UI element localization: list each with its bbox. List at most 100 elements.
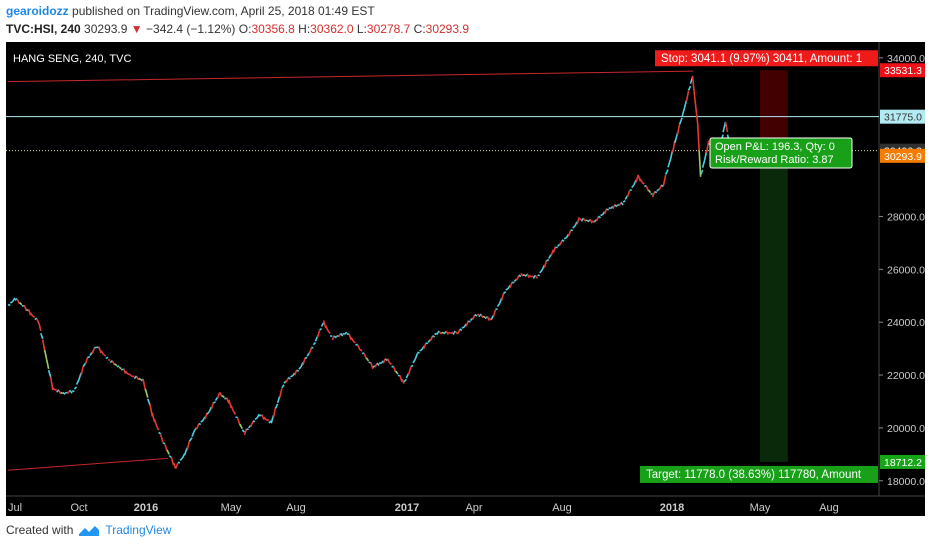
x-tick-label: May xyxy=(221,502,242,514)
price-label-box xyxy=(880,109,925,124)
price-segment xyxy=(84,356,89,364)
high-label: H: xyxy=(298,22,311,36)
price-segment xyxy=(641,182,645,185)
price-segment xyxy=(213,401,216,404)
open-label: O: xyxy=(238,22,252,36)
price-segment xyxy=(32,315,36,318)
price-segment xyxy=(52,387,56,391)
price-segment xyxy=(133,375,138,380)
price-segment xyxy=(459,328,463,332)
price-segment xyxy=(696,122,700,152)
price-segment xyxy=(230,405,235,412)
price-segment xyxy=(285,377,289,383)
price-label: 18712.2 xyxy=(884,457,922,469)
price-segment xyxy=(534,275,539,279)
price-segment xyxy=(539,269,543,274)
down-arrow-icon: ▼ xyxy=(130,22,143,36)
price-segment xyxy=(69,389,73,394)
price-segment xyxy=(49,376,54,391)
low-label: L: xyxy=(356,22,367,36)
price-segment xyxy=(436,330,440,335)
price-segment xyxy=(546,258,550,262)
publish-info: published on TradingView.com, April 25, … xyxy=(72,4,375,18)
price-segment xyxy=(186,440,191,451)
ohlc-bar: TVC:HSI, 240 30293.9 ▼ −342.4 (−1.12%) O… xyxy=(6,21,469,37)
price-segment xyxy=(159,434,164,443)
price-segment xyxy=(116,365,120,368)
price-segment xyxy=(308,347,313,355)
price-segment xyxy=(350,337,355,342)
x-tick-label: 2018 xyxy=(660,502,684,514)
price-segment xyxy=(331,335,336,341)
price-segment xyxy=(474,313,478,317)
price-segment xyxy=(164,444,168,452)
price-segment xyxy=(135,376,140,381)
tradingview-logo-icon xyxy=(79,524,100,536)
price-segment xyxy=(496,303,501,307)
price-segment xyxy=(124,370,129,375)
price-segment xyxy=(188,437,193,442)
price-segment xyxy=(432,334,436,338)
price-segment xyxy=(678,117,683,125)
price-segment xyxy=(144,388,149,398)
price-segment xyxy=(612,204,616,210)
close-value: 30293.9 xyxy=(425,22,470,36)
price-segment xyxy=(254,417,258,421)
price-segment xyxy=(225,397,230,404)
price-segment xyxy=(528,274,532,278)
price-segment xyxy=(365,357,370,362)
price-segment xyxy=(610,205,614,209)
price-segment xyxy=(574,221,578,227)
price-segment xyxy=(478,313,482,318)
price-segment xyxy=(595,216,600,222)
y-tick-label: 24000.0 xyxy=(887,317,925,329)
price-segment xyxy=(103,353,107,357)
price-segment xyxy=(456,329,461,335)
y-tick-label: 26000.0 xyxy=(887,264,925,276)
price-segment xyxy=(691,75,696,101)
tradingview-link[interactable]: TradingView xyxy=(105,523,172,537)
price-segment xyxy=(58,389,62,395)
author-link[interactable]: gearoidozz xyxy=(6,4,69,18)
price-segment xyxy=(465,320,470,327)
price-segment xyxy=(138,377,142,381)
price-segment xyxy=(239,423,243,430)
price-chart[interactable]: HANG SENG, 240, TVC 34000.0 28000.0 26000.0… xyxy=(6,42,925,516)
price-segment xyxy=(699,169,704,176)
price-segment xyxy=(206,411,210,415)
price-segment xyxy=(296,369,300,372)
price-segment xyxy=(268,420,272,424)
price-label: 33531.3 xyxy=(884,65,922,77)
price-segment xyxy=(582,218,587,222)
price-segment xyxy=(34,317,38,321)
close-label: C: xyxy=(413,22,426,36)
price-segment xyxy=(559,240,563,246)
price-segment xyxy=(36,318,40,324)
price-segment xyxy=(333,335,337,339)
low-value: 30278.7 xyxy=(366,22,411,36)
price-segment xyxy=(518,274,522,278)
price-segment xyxy=(56,389,60,393)
price-segment xyxy=(27,309,32,316)
price-segment xyxy=(403,378,407,383)
price-segment xyxy=(576,217,581,225)
chart-area[interactable]: HANG SENG, 240, TVC 34000.0 28000.0 26000.0… xyxy=(6,42,925,516)
x-tick-label: May xyxy=(750,502,771,514)
price-segment xyxy=(29,312,34,317)
price-segment xyxy=(601,211,606,216)
price-segment xyxy=(429,335,434,342)
price-segment xyxy=(626,190,631,198)
price-segment xyxy=(515,275,520,281)
price-segment xyxy=(98,346,102,354)
price-segment xyxy=(191,430,196,437)
price-segment xyxy=(450,331,454,335)
price-segment xyxy=(382,358,387,364)
price-segment xyxy=(482,315,486,319)
price-segment xyxy=(410,364,414,368)
price-segment xyxy=(153,419,158,427)
price-segment xyxy=(380,360,384,364)
price-segment xyxy=(304,356,308,360)
price-segment xyxy=(637,174,642,182)
target-zone xyxy=(760,150,788,462)
x-tick-label: 2016 xyxy=(134,502,158,514)
